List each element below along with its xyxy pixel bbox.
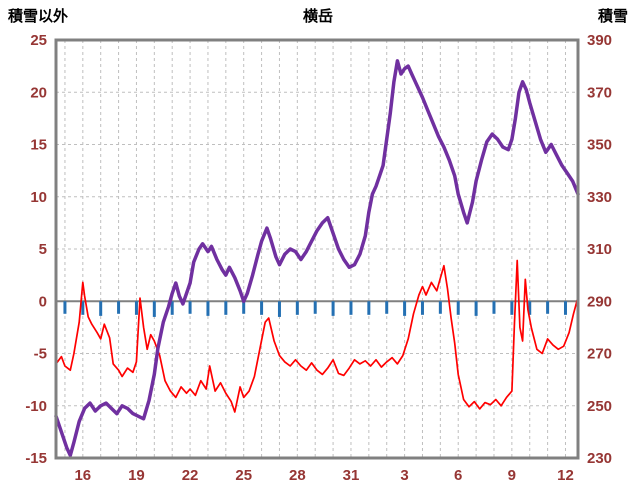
right-axis-tick-label: 370 (587, 84, 612, 101)
right-axis-tick-label: 290 (587, 293, 612, 310)
left-axis-tick-label: 5 (39, 241, 47, 258)
left-axis-tick-label: -5 (34, 346, 47, 363)
x-axis-tick-label: 3 (400, 467, 408, 484)
right-axis-tick-label: 390 (587, 32, 612, 49)
precip-bar (563, 301, 567, 315)
precip-bar (260, 301, 264, 315)
x-axis-tick-label: 19 (128, 467, 145, 484)
precip-bar (295, 301, 299, 315)
snow-depth-line (54, 59, 580, 458)
left-axis-title: 積雪以外 (8, 8, 69, 25)
left-axis-tick-label: -10 (25, 398, 47, 415)
chart-title: 横岳 (302, 8, 333, 25)
precip-bar (188, 301, 192, 314)
right-axis-tick-label: 330 (587, 189, 612, 206)
precip-bar (420, 301, 424, 315)
x-axis-tick-label: 12 (557, 467, 574, 484)
precip-bar (99, 301, 103, 316)
precip-bar (438, 301, 442, 314)
precip-bar (528, 301, 532, 315)
left-axis-tick-label: 0 (39, 293, 47, 310)
right-axis-tick-label: 350 (587, 137, 612, 154)
precip-bar (403, 301, 407, 316)
precip-bar (242, 301, 246, 314)
precip-bar (63, 301, 67, 314)
left-axis-tick-label: -15 (25, 450, 47, 467)
precip-bar (206, 301, 210, 316)
precip-bar (170, 301, 174, 315)
precip-bar (546, 301, 550, 314)
precip-bar (313, 301, 317, 314)
precip-bar (367, 301, 371, 315)
x-axis-tick-label: 9 (508, 467, 516, 484)
precip-bar (349, 301, 353, 315)
right-axis-tick-label: 270 (587, 346, 612, 363)
precip-bar (277, 301, 281, 317)
x-axis-tick-label: 22 (182, 467, 199, 484)
left-axis-tick-label: 25 (30, 32, 47, 49)
precip-bar (152, 301, 156, 317)
right-axis-title: 積雪 (597, 8, 628, 25)
precip-bar (456, 301, 460, 315)
precip-bar (492, 301, 496, 314)
left-axis-tick-label: 15 (30, 137, 47, 154)
x-axis-tick-label: 25 (235, 467, 252, 484)
precip-bar (224, 301, 228, 315)
precip-bar (385, 301, 389, 314)
right-axis-tick-label: 250 (587, 398, 612, 415)
x-axis-tick-label: 6 (454, 467, 462, 484)
precip-bar (81, 301, 85, 315)
non-snow-line (55, 259, 579, 413)
x-axis-tick-label: 16 (74, 467, 91, 484)
plot-border (54, 38, 580, 460)
left-axis-tick-label: 20 (30, 84, 47, 101)
precip-bar (331, 301, 335, 316)
right-axis-tick-label: 230 (587, 450, 612, 467)
x-axis-tick-label: 28 (289, 467, 306, 484)
precip-bar (134, 301, 138, 315)
right-axis-tick-label: 310 (587, 241, 612, 258)
left-axis-tick-label: 10 (30, 189, 47, 206)
x-axis-tick-label: 31 (343, 467, 360, 484)
precip-bar (474, 301, 478, 316)
precip-bar (117, 301, 121, 314)
precip-bar (510, 301, 514, 315)
